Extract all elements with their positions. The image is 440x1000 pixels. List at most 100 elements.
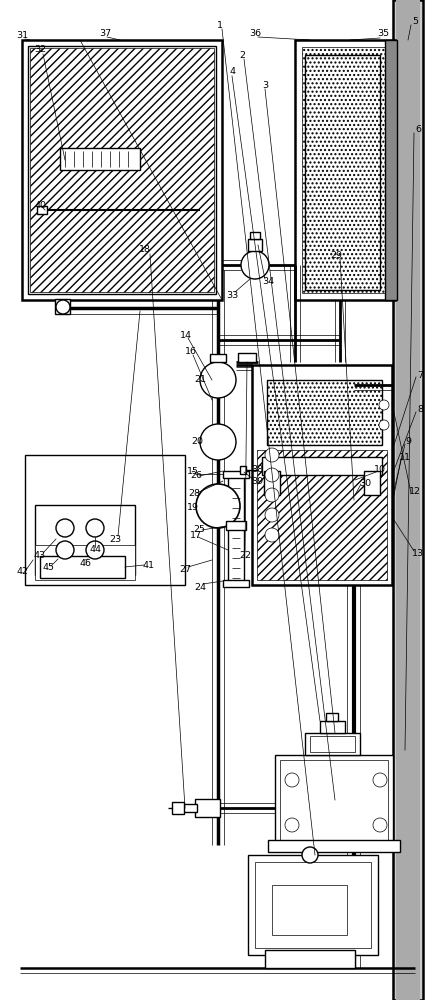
Circle shape [200,424,236,460]
Text: 32: 32 [34,45,46,54]
Bar [35,545,135,580]
Text: 34: 34 [262,277,274,286]
Circle shape [373,818,387,832]
Text: 5: 5 [412,17,418,26]
Text: 37: 37 [99,28,111,37]
Circle shape [265,468,279,482]
Bar [252,365,392,585]
Text: 23: 23 [109,536,121,544]
Text: 13: 13 [412,548,424,558]
Bar [62,150,138,168]
Circle shape [285,773,299,787]
Bar [28,46,216,294]
Text: 25: 25 [193,526,205,534]
Circle shape [196,484,240,528]
Bar [248,239,262,251]
Bar [40,556,125,578]
Circle shape [373,773,387,787]
Bar [250,232,260,239]
Circle shape [379,420,389,430]
Text: 29: 29 [330,250,342,259]
Bar [326,713,338,721]
Bar [195,799,220,817]
Text: 39: 39 [251,478,263,487]
Bar [268,840,400,852]
Bar [35,505,135,575]
Circle shape [285,818,299,832]
Circle shape [265,528,279,542]
Bar [396,0,420,1000]
Text: 43: 43 [34,550,46,560]
Text: 40: 40 [34,200,46,210]
Circle shape [86,541,104,559]
Text: 38: 38 [251,466,263,475]
Bar [248,855,378,955]
Bar [210,354,226,362]
Text: 33: 33 [226,290,238,300]
Circle shape [241,251,269,279]
Text: 4: 4 [229,68,235,77]
Text: 11: 11 [399,452,411,462]
Text: 36: 36 [249,28,261,37]
Bar [257,450,387,580]
Bar [255,862,371,948]
Bar [182,804,197,812]
Text: 18: 18 [139,245,151,254]
Circle shape [379,400,389,410]
Bar [364,471,380,495]
Circle shape [265,488,279,502]
Text: 7: 7 [417,370,423,379]
Bar [264,471,280,495]
Circle shape [302,847,318,863]
Circle shape [56,300,70,314]
Bar [60,148,140,170]
Bar [223,471,249,478]
Text: 15: 15 [187,468,199,477]
Bar [55,299,70,314]
Circle shape [200,362,236,398]
Text: 3: 3 [262,81,268,90]
Bar [37,206,47,214]
Bar [265,950,355,968]
Text: 24: 24 [194,582,206,591]
Bar [302,47,388,293]
Text: 19: 19 [187,502,199,512]
Text: 1: 1 [217,20,223,29]
Text: 41: 41 [142,560,154,570]
Text: 8: 8 [417,406,423,414]
Text: 17: 17 [190,530,202,540]
Bar [272,885,347,935]
Text: 20: 20 [191,438,203,446]
Bar [238,353,256,362]
Circle shape [56,541,74,559]
Bar [172,802,184,814]
Text: 9: 9 [405,438,411,446]
Text: 44: 44 [89,546,101,554]
Text: 22: 22 [239,550,251,560]
Text: 31: 31 [16,30,28,39]
Text: 14: 14 [180,330,192,340]
Text: 6: 6 [415,125,421,134]
Bar [223,580,249,587]
Bar [22,40,222,300]
Bar [228,475,244,585]
Bar [295,40,395,300]
Bar [262,457,382,475]
Text: 12: 12 [409,488,421,496]
Bar [305,55,380,290]
Bar [267,380,382,445]
Bar [275,755,393,845]
Bar [25,455,185,585]
Text: 28: 28 [188,488,200,497]
Text: 2: 2 [239,50,245,60]
Text: 27: 27 [179,566,191,574]
Text: 21: 21 [194,375,206,384]
Bar [385,40,397,300]
Bar [30,48,214,292]
Bar [231,478,241,582]
Bar [310,736,355,752]
Text: 10: 10 [374,466,386,475]
Bar [226,521,246,530]
Text: 30: 30 [359,479,371,488]
Bar [240,466,246,474]
